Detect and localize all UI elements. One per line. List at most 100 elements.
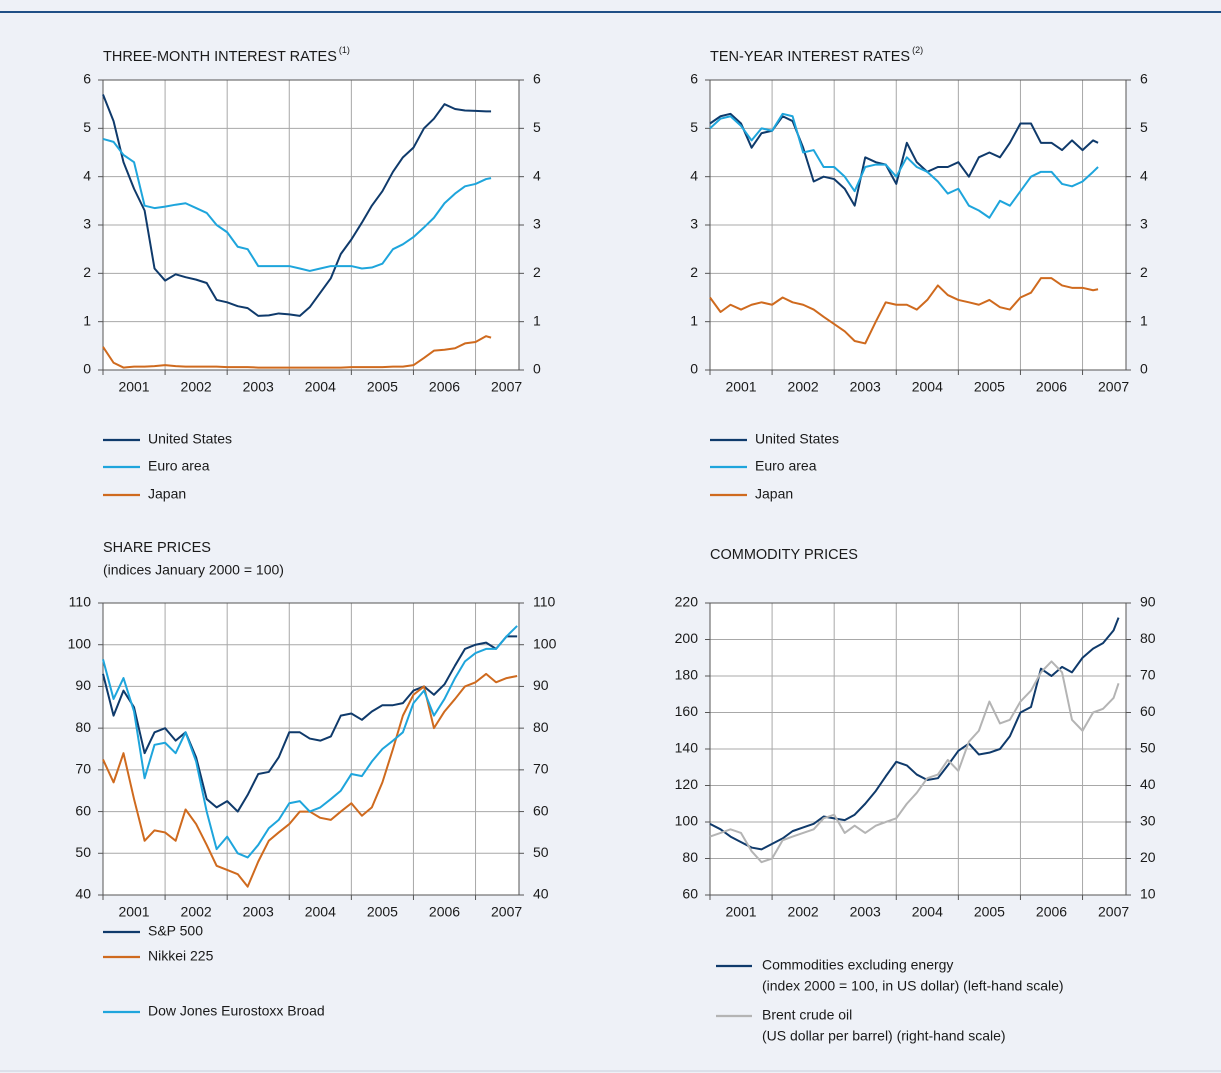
y2-tick-label: 10 (1140, 886, 1156, 902)
legend-note: (US dollar per barrel) (right-hand scale… (762, 1028, 1006, 1044)
chart-title: THREE-MONTH INTEREST RATES (1) (103, 45, 350, 64)
series-line (102, 335, 492, 369)
y2-tick-label: 80 (533, 719, 549, 735)
y-tick-label: 50 (75, 844, 91, 860)
y-tick-label: 100 (68, 635, 92, 651)
series-line (709, 277, 1099, 345)
y-tick-label: 3 (83, 216, 91, 232)
y-tick-label: 3 (690, 216, 698, 232)
y-tick-label: 140 (675, 740, 699, 756)
y2-tick-label: 4 (533, 167, 541, 183)
x-tick-label: 2004 (305, 904, 336, 920)
series-line (102, 635, 518, 813)
series-line (102, 138, 492, 272)
x-tick-label: 2002 (788, 904, 819, 920)
y2-tick-label: 2 (1140, 264, 1148, 280)
y-tick-label: 2 (83, 264, 91, 280)
legend-label: Brent crude oil (762, 1007, 852, 1023)
y-tick-label: 200 (675, 630, 699, 646)
series-line (709, 660, 1120, 864)
y2-tick-label: 90 (533, 677, 549, 693)
y2-tick-label: 1 (533, 312, 541, 328)
legend-label: Euro area (148, 458, 210, 474)
y-tick-label: 80 (682, 849, 698, 865)
plot-frame (709, 602, 1127, 896)
x-tick-label: 2003 (850, 904, 881, 920)
x-tick-label: 2007 (491, 904, 522, 920)
plot-frame (102, 602, 520, 896)
y-tick-label: 60 (75, 802, 91, 818)
y-tick-label: 0 (83, 361, 91, 377)
y-tick-label: 40 (75, 886, 91, 902)
y2-tick-label: 3 (1140, 216, 1148, 232)
chart-title-text: COMMODITY PRICES (710, 547, 858, 563)
y2-tick-label: 50 (533, 844, 549, 860)
x-tick-label: 2002 (181, 379, 212, 395)
x-tick-label: 2001 (118, 904, 149, 920)
chart-title: COMMODITY PRICES (710, 547, 858, 563)
y-tick-label: 0 (690, 361, 698, 377)
x-tick-label: 2006 (429, 379, 460, 395)
y-tick-label: 1 (83, 312, 91, 328)
y2-tick-label: 1 (1140, 312, 1148, 328)
x-tick-label: 2001 (725, 904, 756, 920)
legend-label: Nikkei 225 (148, 948, 214, 964)
series-line (709, 617, 1120, 851)
y2-tick-label: 6 (1140, 71, 1148, 87)
x-tick-label: 2001 (725, 379, 756, 395)
y2-tick-label: 3 (533, 216, 541, 232)
x-tick-label: 2004 (912, 904, 943, 920)
legend-label: Commodities excluding energy (762, 957, 953, 973)
x-tick-label: 2003 (243, 904, 274, 920)
chart-title-text: THREE-MONTH INTEREST RATES (103, 49, 337, 65)
chart-title: TEN-YEAR INTEREST RATES (2) (710, 45, 923, 64)
x-tick-label: 2006 (1036, 379, 1067, 395)
x-tick-label: 2006 (429, 904, 460, 920)
y-tick-label: 160 (675, 703, 699, 719)
chart-title-text: SHARE PRICES (103, 540, 211, 556)
y2-tick-label: 100 (533, 635, 557, 651)
x-tick-label: 2003 (850, 379, 881, 395)
series-line (709, 112, 1099, 219)
y-tick-label: 110 (69, 594, 92, 610)
y2-tick-label: 90 (1140, 594, 1156, 610)
legend-note: (index 2000 = 100, in US dollar) (left-h… (762, 978, 1064, 994)
x-tick-label: 2005 (974, 379, 1005, 395)
y-tick-label: 4 (690, 167, 698, 183)
y-tick-label: 80 (75, 719, 91, 735)
y-tick-label: 4 (83, 167, 91, 183)
y2-tick-label: 2 (533, 264, 541, 280)
series-line (102, 94, 492, 317)
y2-tick-label: 40 (533, 886, 549, 902)
y2-tick-label: 70 (533, 761, 549, 777)
y-tick-label: 6 (690, 71, 698, 87)
plot-frame (709, 79, 1127, 371)
y-tick-label: 5 (690, 119, 698, 135)
x-tick-label: 2005 (367, 379, 398, 395)
y2-tick-label: 50 (1140, 740, 1156, 756)
y2-tick-label: 0 (1140, 361, 1148, 377)
y2-tick-label: 110 (533, 594, 556, 610)
legend-label: United States (755, 431, 839, 447)
x-tick-label: 2004 (912, 379, 943, 395)
x-tick-label: 2003 (243, 379, 274, 395)
y-tick-label: 90 (75, 677, 91, 693)
legend-label: United States (148, 431, 232, 447)
chart-subtitle: (indices January 2000 = 100) (103, 562, 284, 578)
x-tick-label: 2006 (1036, 904, 1067, 920)
y-tick-label: 6 (83, 71, 91, 87)
y-tick-label: 220 (675, 594, 699, 610)
y2-tick-label: 70 (1140, 667, 1156, 683)
x-tick-label: 2005 (367, 904, 398, 920)
y-tick-label: 180 (675, 667, 699, 683)
y2-tick-label: 5 (1140, 119, 1148, 135)
y-tick-label: 5 (83, 119, 91, 135)
y2-tick-label: 5 (533, 119, 541, 135)
series-line (102, 625, 518, 859)
y2-tick-label: 40 (1140, 776, 1156, 792)
x-tick-label: 2002 (181, 904, 212, 920)
y-tick-label: 70 (75, 761, 91, 777)
x-tick-label: 2007 (491, 379, 522, 395)
chart-title-note: (2) (912, 45, 923, 55)
